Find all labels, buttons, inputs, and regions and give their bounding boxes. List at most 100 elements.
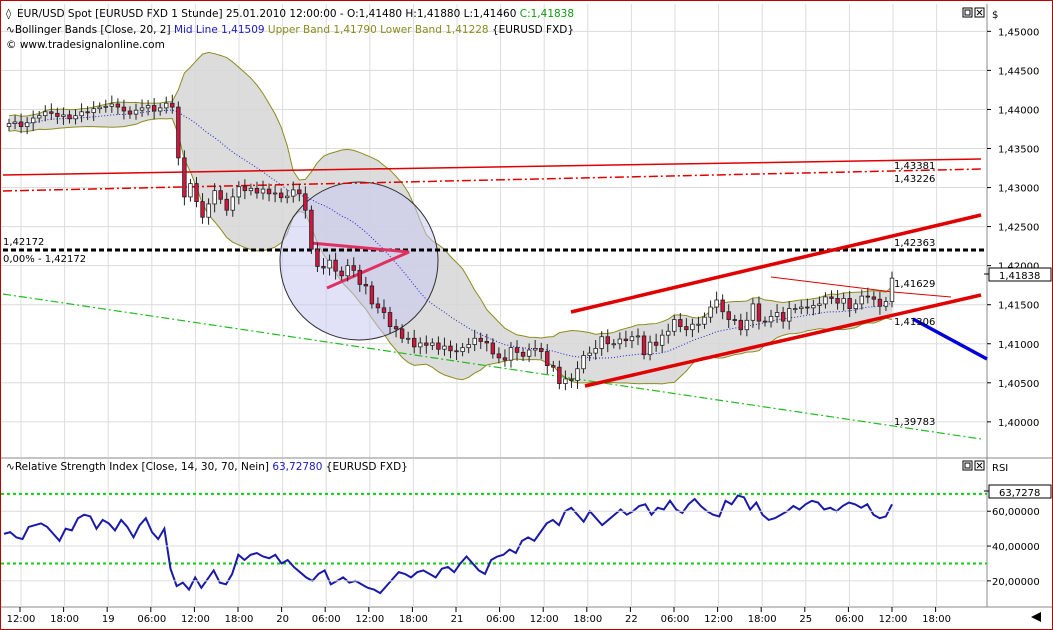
candle[interactable] [641,331,647,360]
candle[interactable] [744,311,750,337]
candle[interactable] [145,99,151,116]
candle[interactable] [799,300,804,315]
candle[interactable] [115,98,121,115]
candle[interactable] [412,329,417,354]
candle[interactable] [345,259,350,282]
candle[interactable] [877,291,883,315]
candle[interactable] [708,300,713,323]
candle[interactable] [67,110,72,124]
candle[interactable] [557,360,562,390]
candle[interactable] [436,336,441,355]
candle[interactable] [629,331,635,349]
price-close-button[interactable] [974,7,985,18]
candle[interactable] [387,306,393,335]
candle[interactable] [327,254,332,276]
candle[interactable] [424,335,429,354]
candle[interactable] [6,118,12,132]
candle[interactable] [829,290,834,305]
candle[interactable] [206,198,211,225]
price-restore-button[interactable] [962,7,973,18]
candle[interactable] [399,324,405,343]
candle[interactable] [133,103,139,120]
candle[interactable] [393,319,399,338]
candle[interactable] [545,344,550,375]
candle[interactable] [309,205,314,254]
candle[interactable] [405,331,411,344]
candle[interactable] [702,312,707,329]
candle[interactable] [780,306,786,329]
candle[interactable] [285,189,290,204]
candle[interactable] [817,296,822,314]
candle[interactable] [793,303,798,314]
candle[interactable] [539,342,544,360]
candle[interactable] [55,107,60,124]
candle[interactable] [581,350,586,374]
candle[interactable] [805,298,810,315]
candle[interactable] [236,181,242,205]
candle[interactable] [151,98,157,120]
candle[interactable] [841,292,846,311]
candle[interactable] [321,257,326,275]
candle[interactable] [315,242,320,273]
price-axis[interactable]: 1,40000 1,40500 1,41000 1,41500 1,42000 1,425… [987,27,1039,429]
candle[interactable] [768,309,774,328]
candle[interactable] [647,335,653,361]
candle[interactable] [272,185,278,203]
candle[interactable] [139,99,145,117]
candle[interactable] [103,99,108,113]
price-panel[interactable] [1,4,987,457]
candle[interactable] [278,188,284,203]
candle[interactable] [30,110,36,132]
candle[interactable] [49,103,54,120]
candle[interactable] [18,113,24,134]
candle[interactable] [363,276,369,295]
candle[interactable] [526,343,532,362]
candle[interactable] [738,313,744,336]
candle[interactable] [61,107,66,125]
candle[interactable] [176,101,181,166]
candle[interactable] [339,266,344,281]
resistance-line-2[interactable] [2,168,982,192]
candle[interactable] [666,323,671,344]
candle[interactable] [369,281,375,309]
candle[interactable] [472,329,477,352]
rsi-panel[interactable] [1,459,987,607]
candle[interactable] [720,294,725,320]
candle[interactable] [756,296,762,330]
candle[interactable] [732,314,737,326]
candle[interactable] [466,337,471,354]
candle[interactable] [12,115,18,130]
triangle-drawing[interactable] [310,241,410,290]
channel-bottom-line[interactable] [584,293,982,388]
candle[interactable] [375,297,381,314]
candle[interactable] [200,193,205,224]
candle[interactable] [551,360,556,372]
candle[interactable] [496,347,502,364]
candle[interactable] [865,287,871,304]
candle[interactable] [653,333,659,352]
candle[interactable] [823,292,828,309]
candle[interactable] [242,179,248,200]
candle[interactable] [230,188,235,217]
candle[interactable] [678,312,683,333]
candle[interactable] [750,298,756,328]
candle[interactable] [853,299,858,314]
resistance-line-1[interactable] [2,158,982,176]
candle[interactable] [569,373,574,388]
candle[interactable] [454,343,459,360]
candle[interactable] [182,150,187,206]
candle[interactable] [587,346,592,362]
candle[interactable] [859,289,864,310]
candle[interactable] [762,316,768,327]
channel-top-line[interactable] [570,213,982,314]
candle[interactable] [726,304,731,328]
candle[interactable] [484,333,489,352]
candle[interactable] [351,257,356,277]
candle[interactable] [357,264,362,292]
candle[interactable] [774,304,780,323]
candle[interactable] [696,316,701,333]
candle[interactable] [786,301,792,330]
candle[interactable] [599,331,604,356]
candle[interactable] [418,337,423,355]
candle[interactable] [157,103,163,116]
